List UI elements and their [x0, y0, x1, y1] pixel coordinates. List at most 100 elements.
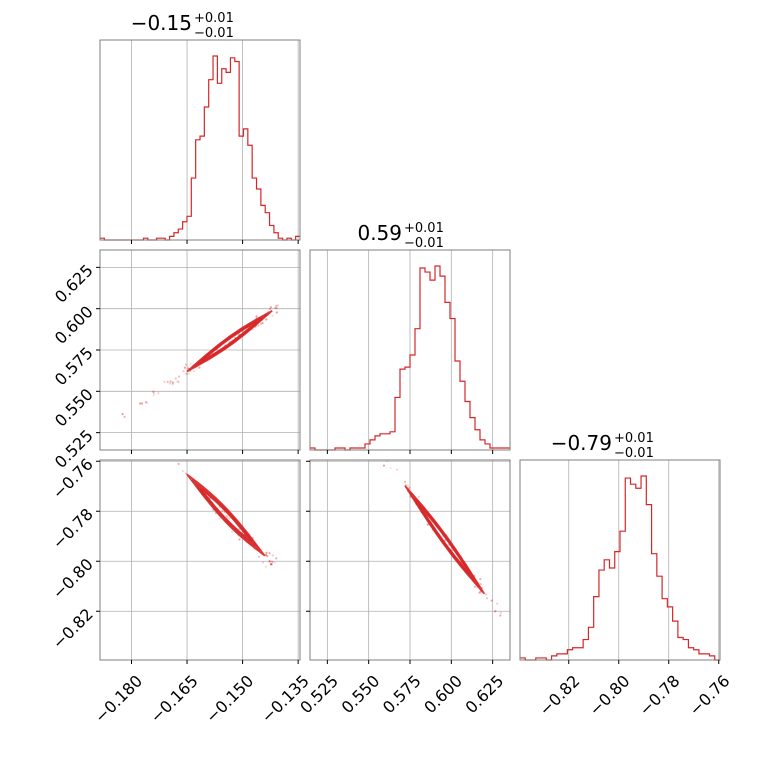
scatter-point [189, 362, 192, 365]
scatter-point [473, 585, 476, 588]
scatter-point [385, 457, 387, 459]
scatter-point [170, 458, 172, 460]
panel-title-2: −0.79 +0.01−0.01 [551, 431, 654, 461]
scatter-point [173, 455, 175, 457]
scatter-point [338, 403, 340, 405]
scatter-point [231, 530, 234, 533]
scatter-point [228, 517, 231, 520]
scatter-point [485, 597, 489, 600]
contour-line [201, 320, 258, 362]
diag-panel-0: −0.15 +0.01−0.01 [99, 11, 301, 244]
scatter-point [163, 445, 165, 447]
scatter-point [265, 318, 268, 321]
scatter-point [152, 392, 156, 395]
scatter-point [494, 609, 497, 613]
scatter-point [478, 591, 481, 594]
scatter-point [257, 555, 261, 558]
scatter-point [218, 517, 221, 520]
scatter-point [184, 372, 187, 376]
scatter-point [174, 377, 177, 380]
scatter-point [184, 363, 188, 366]
scatter-point [163, 380, 166, 383]
scatter-point [271, 560, 274, 563]
scatter-point [144, 401, 148, 404]
scatter-point [255, 315, 258, 318]
title-plus: +0.01 [614, 431, 654, 446]
scatter-point [351, 414, 353, 416]
scatter-point [353, 417, 355, 419]
scatter-point [408, 486, 411, 489]
panel-title-1: 0.59 +0.01−0.01 [357, 221, 443, 251]
pair-panel-0-1 [96, 249, 301, 454]
panel-title-0: −0.15 +0.01−0.01 [131, 11, 234, 41]
scatter-point [382, 464, 386, 467]
scatter-point [484, 593, 488, 596]
scatter-point [185, 372, 189, 375]
scatter-point [157, 392, 160, 395]
scatter-point [177, 375, 181, 378]
scatter-point [264, 553, 268, 557]
scatter-point [383, 454, 385, 456]
scatter-point [139, 402, 142, 405]
histogram-2 [520, 475, 720, 661]
scatter-point [139, 422, 141, 424]
scatter-point [274, 306, 277, 309]
scatter-point [403, 480, 407, 483]
scatter-point [375, 455, 377, 457]
scatter-point [166, 380, 169, 383]
x-tick-label: −0.150 [202, 671, 257, 726]
scatter-point [221, 509, 224, 512]
contour-line [186, 473, 266, 557]
scatter-point [171, 383, 174, 386]
scatter-point [140, 402, 144, 405]
scatter-point [275, 304, 278, 307]
scatter-point [273, 561, 276, 564]
scatter-point [372, 441, 374, 443]
scatter-point [170, 456, 172, 458]
scatter-point [270, 563, 273, 566]
scatter-point [386, 456, 388, 458]
pair-content [338, 403, 502, 617]
title-minus: −0.01 [614, 446, 654, 461]
scatter-point [225, 515, 228, 518]
scatter-point [271, 560, 274, 564]
scatter-point [268, 307, 272, 311]
scatter-point [152, 394, 155, 397]
scatter-point [152, 437, 154, 439]
y-tick-label: 0.625 [51, 261, 97, 307]
scatter-point [176, 380, 179, 383]
scatter-point [376, 446, 378, 448]
scatter-point [269, 562, 273, 566]
scatter-point [121, 412, 124, 416]
scatter-point [268, 552, 271, 555]
contour-line [191, 478, 261, 552]
scatter-point [169, 380, 172, 383]
scatter-point [275, 557, 278, 560]
title-minus: −0.01 [404, 236, 444, 251]
scatter-point [156, 436, 158, 438]
scatter-point [389, 466, 392, 470]
scatter-point [187, 372, 190, 375]
scatter-point [265, 554, 268, 557]
scatter-point [261, 561, 264, 564]
pair-panel-1-2 [306, 403, 511, 664]
scatter-point [122, 401, 124, 403]
scatter-point [271, 554, 274, 557]
scatter-point [493, 610, 497, 614]
scatter-point [479, 583, 482, 586]
scatter-point [363, 430, 365, 432]
scatter-point [171, 381, 174, 384]
x-tick-label: 0.625 [462, 671, 508, 717]
x-tick-label: −0.165 [146, 671, 201, 726]
scatter-point [406, 484, 410, 487]
scatter-point [265, 551, 268, 554]
scatter-point [376, 444, 378, 446]
scatter-point [151, 436, 153, 438]
y-tick-label: 0.550 [51, 385, 97, 431]
scatter-point [275, 307, 278, 310]
scatter-point [268, 559, 271, 562]
title-minus: −0.01 [194, 26, 234, 41]
scatter-point [380, 454, 382, 456]
scatter-point [162, 451, 164, 453]
